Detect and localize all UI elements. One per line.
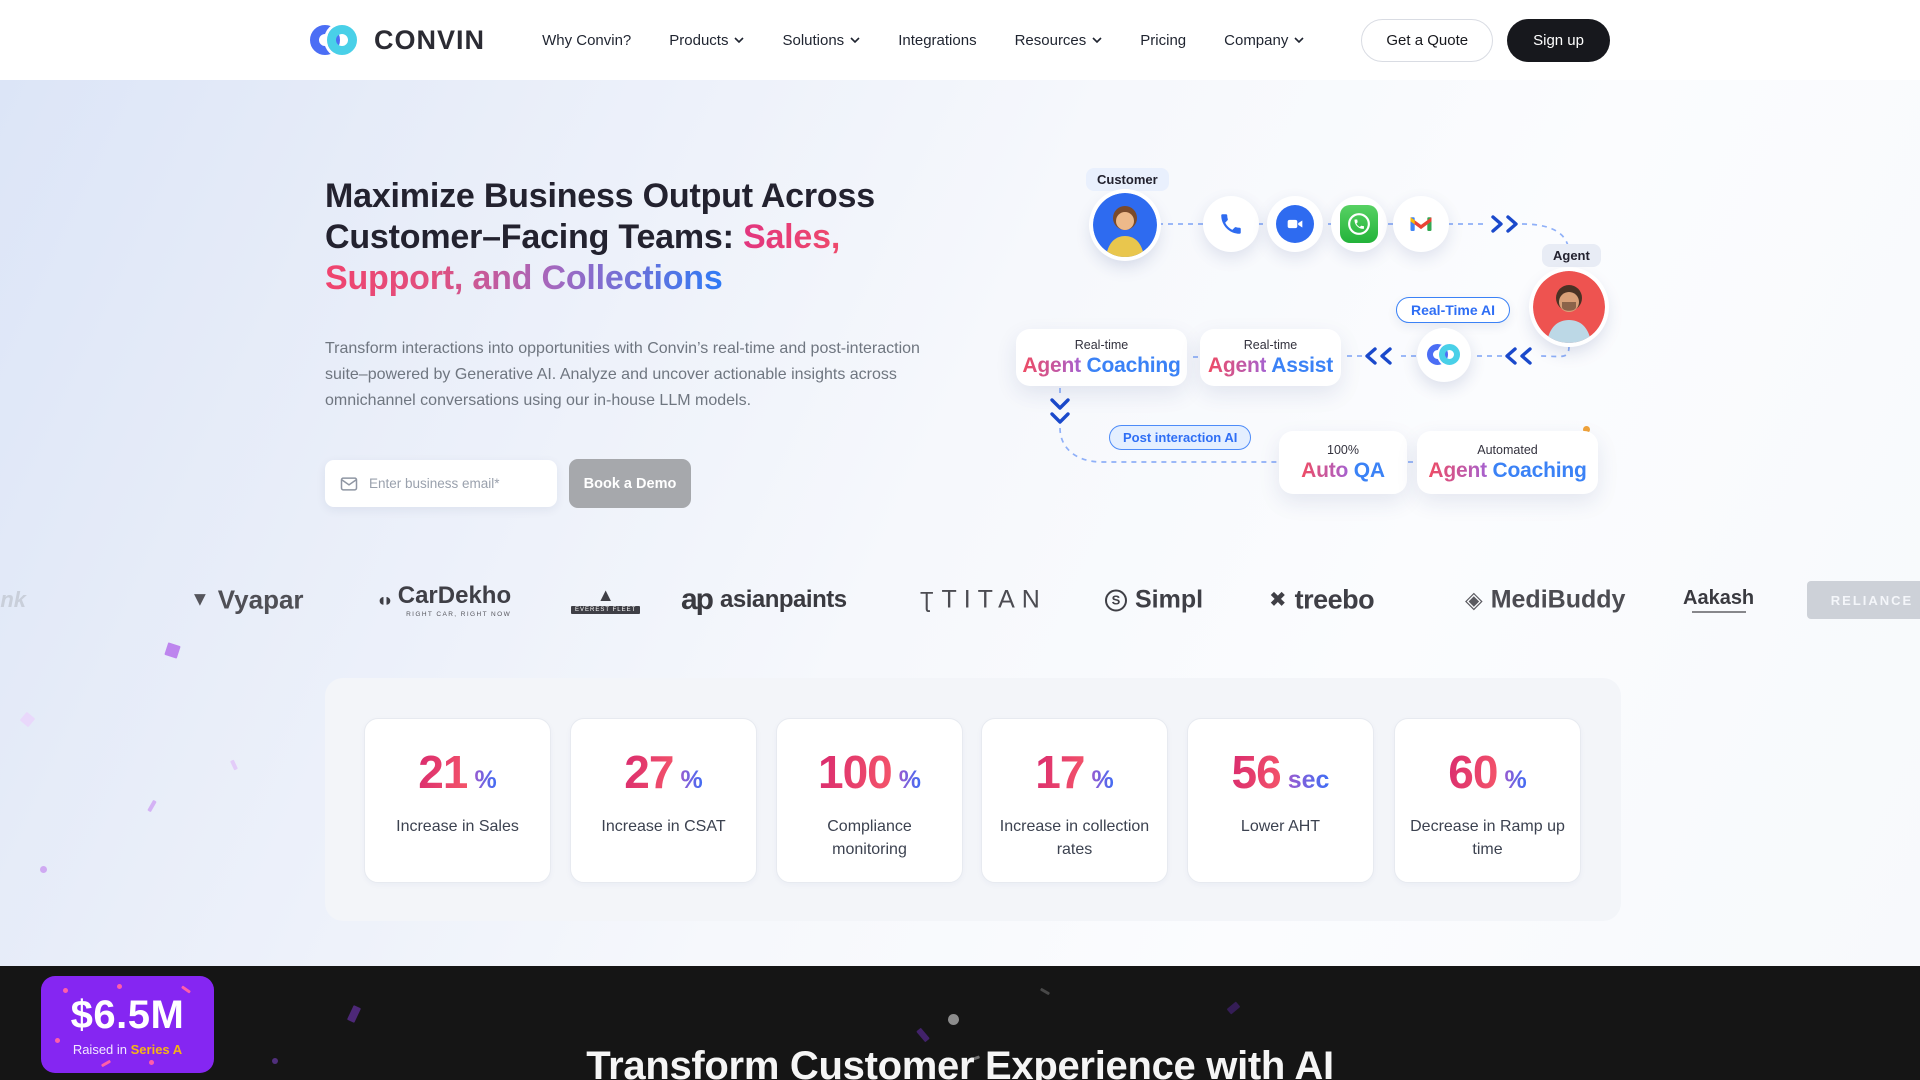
funding-amount: $6.5M — [70, 992, 185, 1037]
convin-logo-icon — [310, 23, 362, 57]
logo-aakash: Aakash — [1683, 587, 1754, 613]
confetti — [948, 1014, 959, 1025]
stat-card-rampup: 60% Decrease in Ramp up time — [1394, 718, 1581, 883]
simpl-icon: S — [1105, 589, 1127, 611]
hero-heading-gradient-support: Support, and Collections — [325, 258, 723, 297]
confetti — [1039, 987, 1051, 996]
convin-logo-icon — [1427, 343, 1461, 367]
logo-everest-fleet: ▲ EVEREST FLEET — [571, 585, 641, 614]
nav-actions: Get a Quote Sign up — [1361, 18, 1610, 62]
logo-reliance: RELIANCE — [1807, 581, 1920, 619]
chevron-down-icon — [734, 37, 745, 43]
nav-item-resources[interactable]: Resources — [1015, 32, 1103, 49]
hero-paragraph: Transform interactions into opportunitie… — [325, 340, 920, 409]
logo-cardekho: ◖◗ CarDekho RIGHT CAR, RIGHT NOW — [376, 582, 512, 618]
chevron-down-icon — [1092, 37, 1102, 43]
logo-icici-bank: ICI Bank — [0, 587, 27, 612]
real-time-ai-pill: Real-Time AI — [1396, 297, 1511, 323]
cardekho-icon: ◖◗ — [376, 589, 394, 610]
automated-agent-coaching-box: Automated Agent Coaching — [1417, 431, 1598, 494]
section2-heading: Transform Customer Experience with AI — [586, 1044, 1334, 1080]
funding-badge: $6.5M Raised in Series A — [41, 976, 214, 1073]
nav-item-why-convin[interactable]: Why Convin? — [542, 31, 632, 49]
phone-channel — [1203, 196, 1259, 252]
hero-heading: Maximize Business Output Across Customer… — [325, 177, 875, 297]
stat-card-aht: 56 sec Lower AHT — [1187, 718, 1374, 883]
confetti — [916, 1027, 930, 1043]
chevron-down-icon — [1294, 37, 1304, 43]
hero-heading-gradient-sales: Sales, — [743, 217, 841, 256]
funding-subtitle: Raised in Series A — [72, 1041, 183, 1057]
confetti — [272, 1058, 278, 1064]
whatsapp-channel — [1331, 196, 1387, 252]
top-navigation-bar: CONVIN Why Convin? Products Solutions In… — [0, 0, 1920, 80]
confetti — [63, 988, 68, 993]
logo-treebo: ✖ treebo — [1269, 584, 1375, 615]
get-quote-button[interactable]: Get a Quote — [1361, 18, 1494, 62]
realtime-agent-assist-box: Real-time Agent Assist — [1200, 329, 1341, 386]
video-channel — [1267, 196, 1323, 252]
book-demo-button[interactable]: Book a Demo — [569, 459, 691, 509]
confetti — [346, 1005, 362, 1023]
confetti — [55, 1038, 60, 1043]
vyapar-icon: ▼ — [190, 588, 210, 611]
video-call-icon — [1276, 205, 1314, 243]
medibuddy-icon: ◈ — [1465, 586, 1483, 613]
logo-vyapar: ▼ Vyapar — [190, 584, 304, 615]
agent-label: Agent — [1542, 244, 1601, 267]
business-email-input[interactable] — [369, 476, 543, 492]
post-interaction-ai-pill: Post interaction AI — [1109, 425, 1252, 450]
hero-copy: Maximize Business Output Across Customer… — [325, 176, 935, 509]
customer-avatar — [1093, 193, 1157, 257]
nav-item-pricing[interactable]: Pricing — [1140, 31, 1187, 49]
nav-item-solutions[interactable]: Solutions — [782, 32, 860, 49]
logo-titan: Ʈ TITAN — [920, 585, 1047, 614]
convin-logo[interactable]: CONVIN — [310, 23, 485, 57]
agent-avatar — [1533, 271, 1605, 343]
phone-icon — [1221, 214, 1241, 234]
logo-asianpaints: ap asianpaints — [681, 583, 847, 616]
titan-icon: Ʈ — [920, 587, 934, 612]
convin-node — [1417, 328, 1471, 382]
confetti — [40, 866, 47, 873]
hero-diagram: Customer Agent Real-Time AI — [990, 150, 1630, 510]
everest-icon: ▲ — [596, 585, 615, 605]
hero-cta-row: Book a Demo — [325, 459, 935, 509]
flow-chevrons — [1050, 215, 1532, 424]
asianpaints-icon: ap — [681, 583, 714, 616]
diagram-connectors — [1050, 215, 1570, 463]
main-nav: Why Convin? Products Solutions Integrati… — [542, 32, 1304, 49]
logo-simpl: S Simpl — [1105, 586, 1203, 615]
realtime-agent-coaching-box: Real-time Agent Coaching — [1016, 329, 1187, 386]
confetti — [1583, 426, 1590, 433]
nav-item-integrations[interactable]: Integrations — [898, 31, 977, 49]
stat-card-compliance: 100% Compliance monitoring — [776, 718, 963, 883]
nav-item-company[interactable]: Company — [1224, 32, 1304, 49]
confetti — [117, 984, 122, 989]
stats-panel: 21% Increase in Sales 27% Increase in CS… — [325, 678, 1621, 921]
gmail-channel — [1393, 196, 1449, 252]
series-a-label: Series A — [130, 1041, 183, 1057]
confetti — [1226, 1001, 1241, 1015]
auto-qa-box: 100% Auto QA — [1279, 431, 1407, 494]
gmail-icon — [1410, 217, 1432, 231]
stat-card-collections: 17% Increase in collection rates — [981, 718, 1168, 883]
brand-name: CONVIN — [374, 24, 486, 55]
signup-button[interactable]: Sign up — [1507, 18, 1610, 62]
envelope-icon — [340, 477, 358, 491]
treebo-icon: ✖ — [1269, 588, 1287, 612]
stat-card-csat: 27% Increase in CSAT — [570, 718, 757, 883]
stat-card-sales: 21% Increase in Sales — [364, 718, 551, 883]
customer-label: Customer — [1086, 168, 1169, 191]
dark-section: $6.5M Raised in Series A Transform Custo… — [0, 966, 1920, 1080]
logo-medibuddy: ◈ MediBuddy — [1465, 585, 1626, 614]
chevron-down-icon — [850, 37, 860, 43]
nav-item-products[interactable]: Products — [669, 32, 745, 49]
email-input-box[interactable] — [325, 460, 557, 508]
whatsapp-icon — [1340, 205, 1378, 243]
confetti — [149, 1060, 154, 1065]
